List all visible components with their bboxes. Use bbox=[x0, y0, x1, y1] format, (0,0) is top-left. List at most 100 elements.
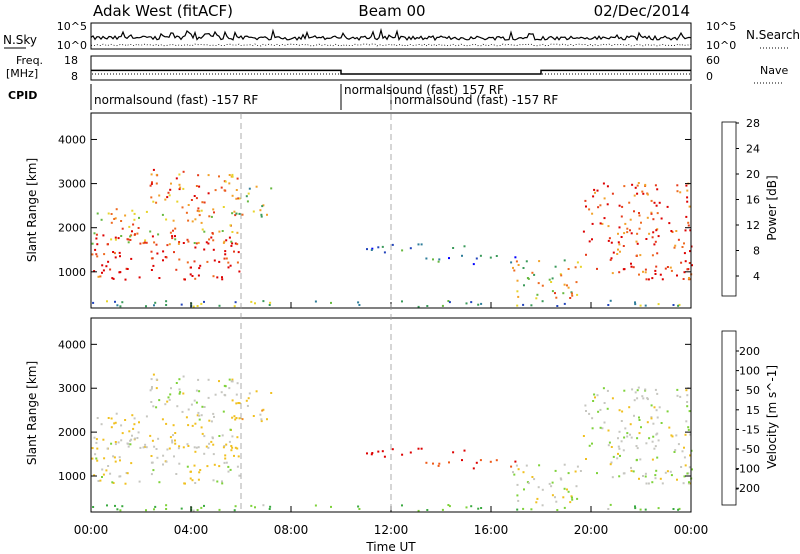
power-cell bbox=[182, 170, 185, 173]
power-cell bbox=[655, 265, 658, 268]
power-cell bbox=[516, 304, 519, 307]
velocity-cell bbox=[638, 416, 640, 419]
velocity-cell bbox=[236, 465, 239, 468]
power-cell bbox=[231, 242, 234, 245]
velocity-cell bbox=[686, 394, 689, 397]
power-cell bbox=[203, 230, 206, 233]
velocity-cell bbox=[231, 399, 234, 402]
velocity-cell bbox=[666, 470, 669, 473]
power-cell bbox=[151, 257, 154, 260]
power-cell bbox=[608, 237, 611, 240]
power-cell bbox=[425, 257, 428, 260]
velocity-cell bbox=[223, 461, 226, 464]
power-cell bbox=[523, 284, 525, 287]
velocity-cell bbox=[197, 411, 200, 414]
velocity-cell bbox=[676, 394, 679, 397]
velocity-cell bbox=[656, 456, 659, 459]
power-cell bbox=[216, 276, 219, 279]
power-cell bbox=[601, 222, 604, 225]
velocity-cell bbox=[530, 508, 533, 511]
power-cell bbox=[96, 255, 99, 258]
power-cell bbox=[100, 218, 103, 221]
power-cell bbox=[91, 253, 94, 256]
velocity-cell bbox=[161, 418, 164, 421]
power-cell bbox=[585, 253, 587, 256]
power-cell bbox=[260, 215, 263, 218]
velocity-cell bbox=[254, 506, 256, 509]
velocity-cell bbox=[125, 472, 128, 474]
velocity-cell bbox=[533, 478, 536, 481]
velocity-cell bbox=[231, 435, 234, 438]
velocity-cell bbox=[260, 420, 263, 423]
velocity-cell bbox=[133, 423, 136, 426]
velocity-cell bbox=[647, 482, 650, 485]
velocity-cell bbox=[190, 470, 192, 473]
power-cell bbox=[683, 252, 686, 255]
velocity-cell bbox=[383, 455, 386, 458]
power-cell bbox=[165, 218, 168, 221]
velocity-cell bbox=[560, 478, 563, 481]
power-cell bbox=[130, 257, 133, 260]
velocity-cell bbox=[623, 436, 626, 439]
cpid-label: CPID bbox=[8, 89, 37, 102]
velocity-cell bbox=[635, 445, 638, 447]
power-cell bbox=[599, 222, 602, 225]
power-cell bbox=[517, 295, 520, 298]
velocity-cell bbox=[592, 400, 595, 402]
velocity-cell bbox=[156, 456, 159, 459]
velocity-cell bbox=[536, 497, 539, 500]
power-cell bbox=[235, 189, 238, 191]
velocity-scatter bbox=[91, 373, 693, 512]
power-cell bbox=[655, 229, 658, 232]
velocity-cell bbox=[130, 462, 133, 465]
velocity-cell bbox=[115, 412, 118, 415]
velocity-cell bbox=[644, 389, 647, 392]
velocity-cell bbox=[391, 448, 394, 451]
velocity-cell bbox=[610, 446, 613, 448]
power-cell bbox=[531, 271, 534, 274]
colorbar-tick-label: 50 bbox=[746, 384, 760, 397]
power-cell bbox=[472, 263, 475, 266]
power-cell bbox=[516, 279, 519, 282]
power-cell bbox=[144, 239, 147, 242]
velocity-cell bbox=[230, 449, 233, 452]
nave-tick-top: 60 bbox=[706, 54, 720, 67]
velocity-cell bbox=[646, 398, 649, 401]
power-cell bbox=[124, 278, 127, 281]
power-cell bbox=[530, 304, 533, 307]
power-cell bbox=[233, 250, 235, 253]
velocity-cell bbox=[207, 446, 210, 449]
power-cell bbox=[622, 268, 625, 271]
velocity-cell bbox=[212, 453, 215, 456]
power-cell bbox=[145, 210, 148, 213]
power-cell bbox=[95, 237, 98, 240]
velocity-cell bbox=[655, 469, 658, 472]
velocity-cell bbox=[196, 414, 199, 417]
velocity-cell bbox=[409, 451, 412, 454]
velocity-cell bbox=[225, 461, 228, 464]
velocity-cell bbox=[138, 480, 141, 483]
velocity-cell bbox=[677, 508, 680, 511]
nsky-label: N.Sky bbox=[3, 33, 37, 47]
power-cell bbox=[181, 206, 184, 209]
x-tick-label: 20:00 bbox=[574, 523, 609, 537]
y-tick-label: 4000 bbox=[58, 338, 86, 351]
nsky-trace bbox=[90, 27, 692, 42]
velocity-cell bbox=[184, 482, 186, 485]
velocity-cell bbox=[124, 482, 127, 485]
x-tick-label: 00:00 bbox=[74, 523, 109, 537]
power-cell bbox=[465, 302, 468, 305]
power-cell bbox=[113, 252, 116, 255]
nsky-tick-bottom: 10^0 bbox=[57, 39, 87, 52]
power-colorbar: 4 8 12 16 20 24 28 bbox=[721, 117, 760, 297]
velocity-cell bbox=[130, 438, 133, 441]
power-cell bbox=[597, 206, 600, 209]
power-cell bbox=[198, 267, 201, 270]
velocity-cell bbox=[602, 387, 605, 390]
power-cell bbox=[238, 197, 241, 200]
velocity-cell bbox=[631, 388, 634, 391]
velocity-cell bbox=[672, 508, 675, 510]
velocity-cell bbox=[95, 457, 98, 460]
power-cell bbox=[129, 235, 132, 238]
velocity-cell bbox=[151, 439, 154, 442]
